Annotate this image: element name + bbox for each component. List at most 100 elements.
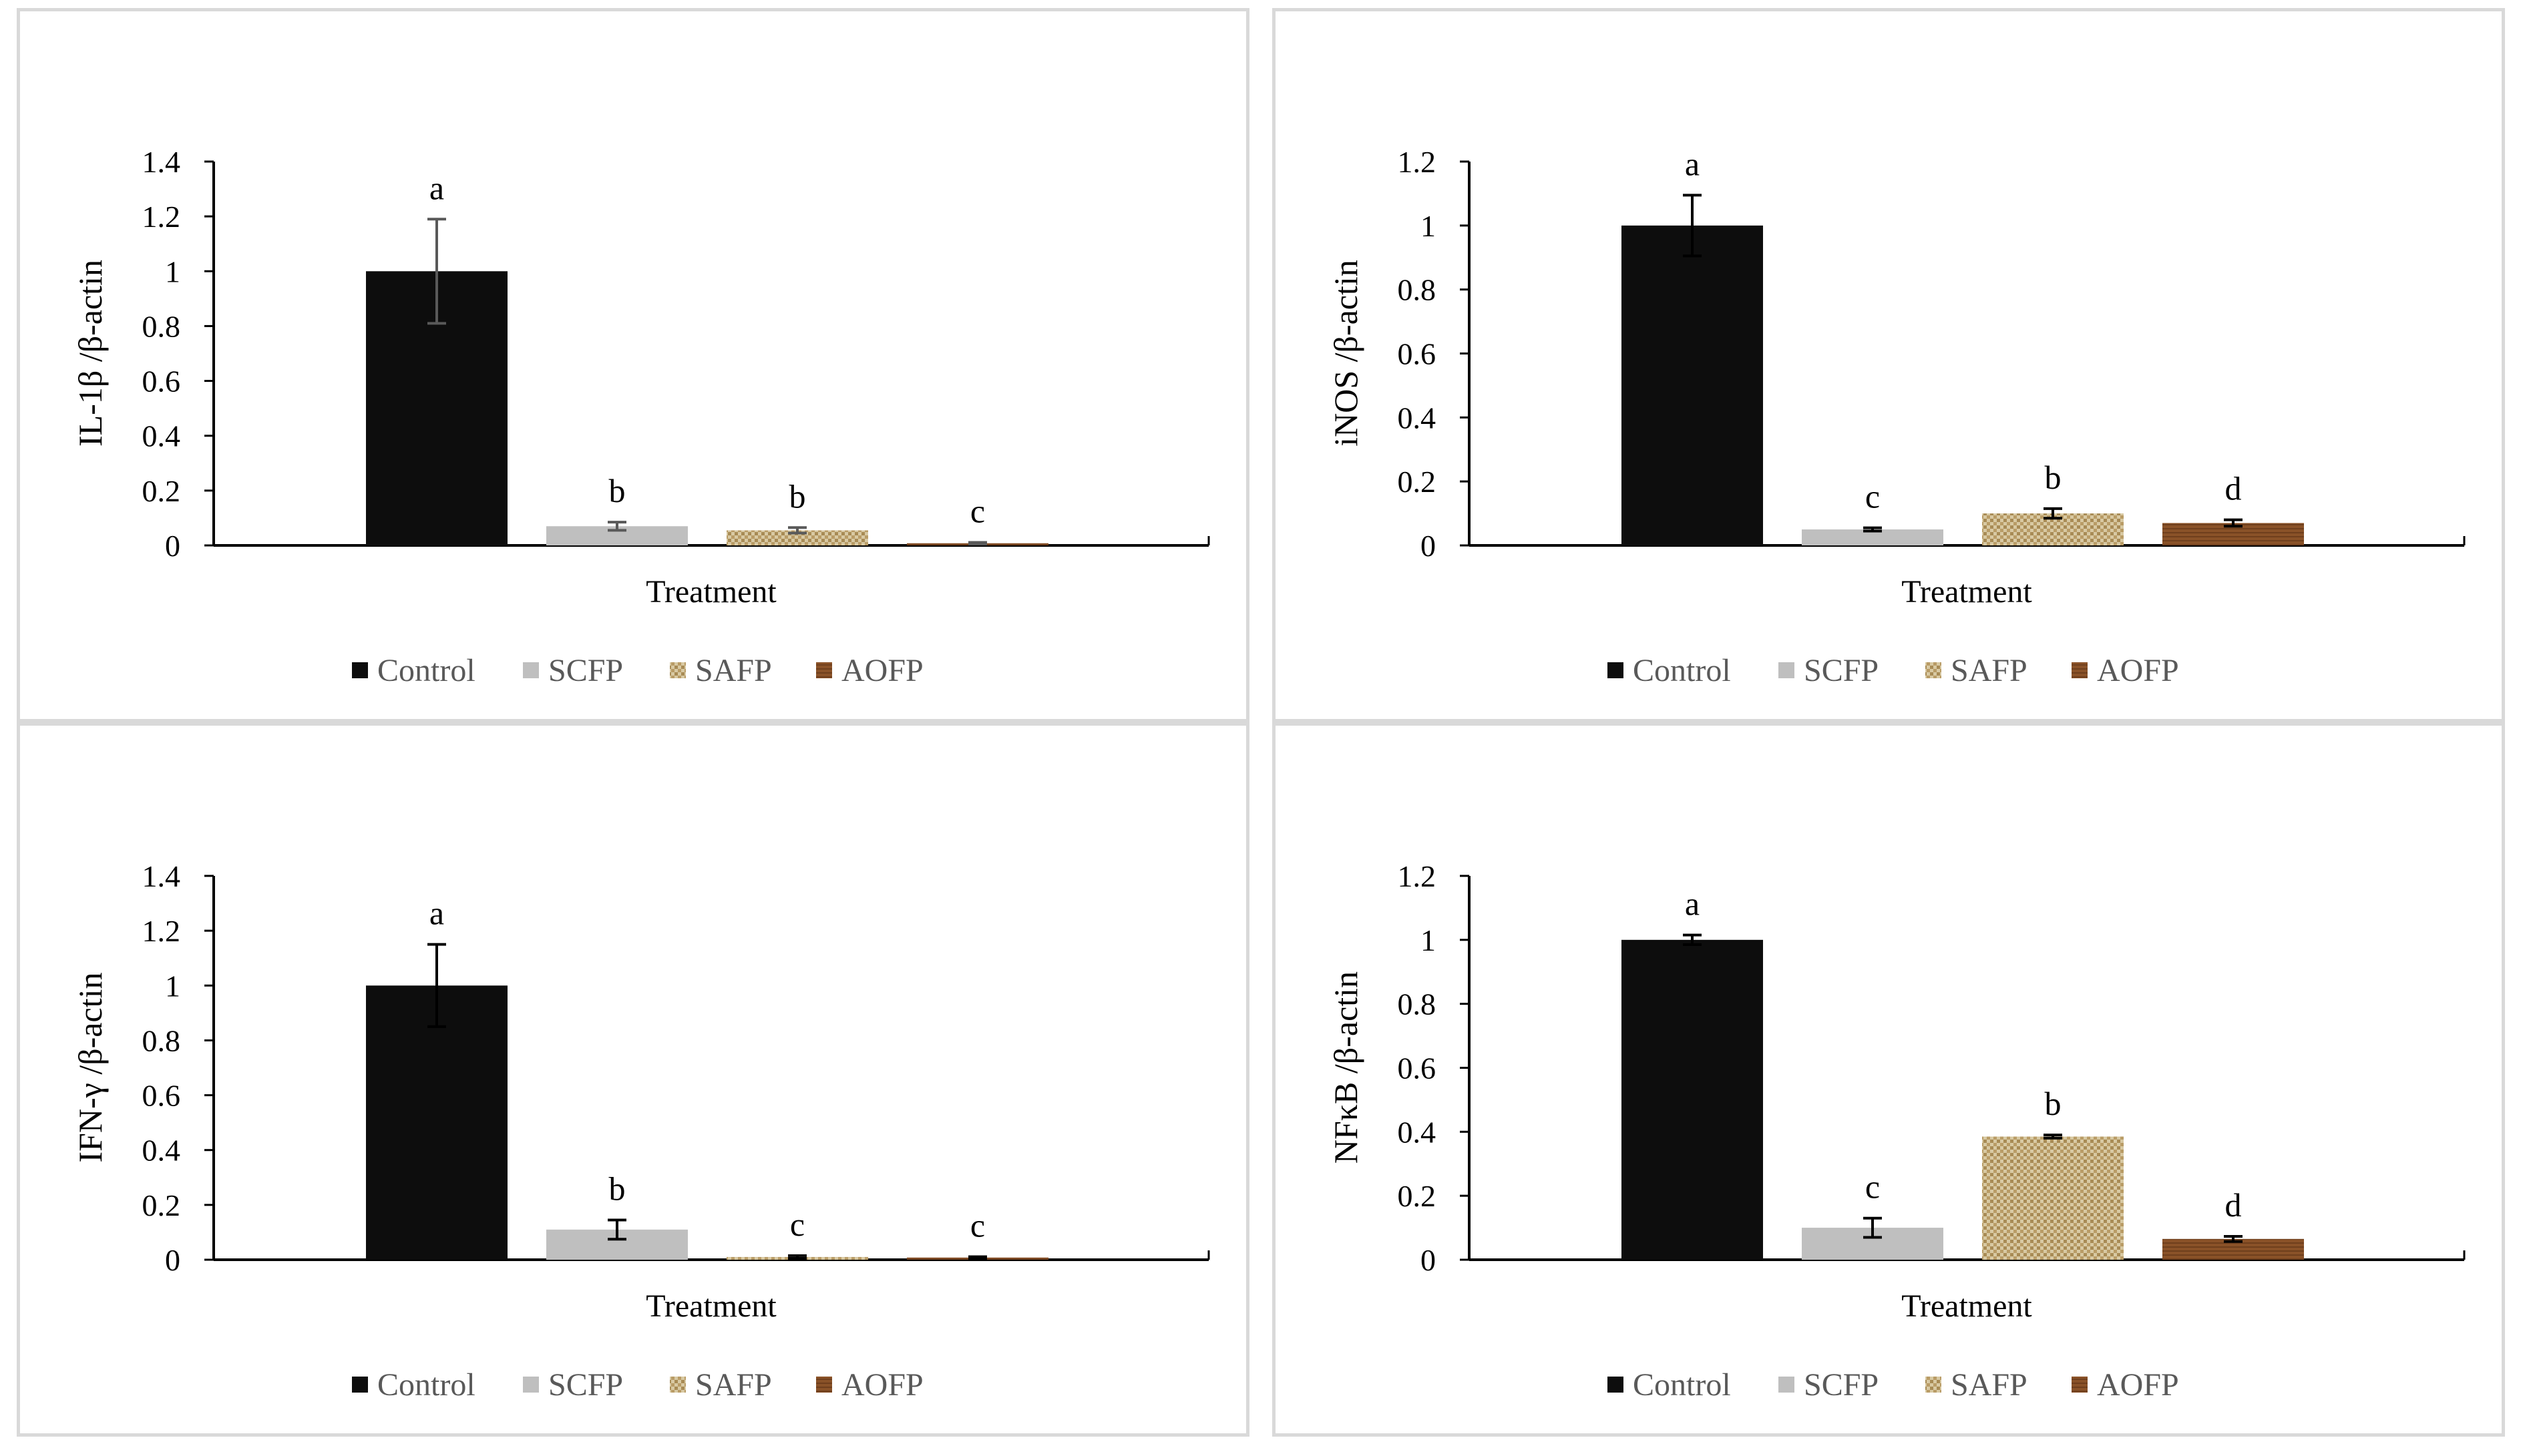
significance-label-safp: b [789,477,806,515]
chart-inos: 0 0.2 0.4 0.6 0.8 1 1.2 a c b d Treatment iNOS /β-ac… [1327,145,2466,688]
significance-label-control: a [429,169,444,206]
legend-swatch-safp [1925,662,1941,678]
legend-label-scfp: SCFP [548,1367,623,1403]
legend-label-aofp: AOFP [841,653,924,688]
legend-swatch-aofp [2072,1377,2088,1393]
y-axis-title: IFN-γ /β-actin [71,973,109,1163]
legend-label-scfp: SCFP [548,653,623,688]
chart-il1b: 0 0.2 0.4 0.6 0.8 1 1.2 1.4 a b b c Treatment IL-1β /… [71,145,1210,688]
y-axis-title: NFκB /β-actin [1327,971,1364,1164]
legend-swatch-scfp [523,1377,539,1393]
chart-nfkb: 0 0.2 0.4 0.6 0.8 1 1.2 a c b d Treatment NFκB /β-ac… [1327,859,2466,1403]
significance-label-safp: b [2045,1085,2062,1122]
legend-label-aofp: AOFP [2097,653,2179,688]
y-tick-label: 1.2 [1398,859,1436,893]
y-tick-label: 0.8 [142,309,181,343]
significance-label-scfp: b [609,1170,626,1207]
y-tick-label: 1.2 [142,200,181,234]
significance-label-scfp: c [1865,478,1880,515]
y-tick-label: 0 [165,1243,180,1277]
legend-swatch-scfp [523,662,539,678]
legend-label-scfp: SCFP [1804,653,1879,688]
legend-swatch-control [352,1377,368,1393]
chart-panel-ifng: 0 0.2 0.4 0.6 0.8 1 1.2 1.4 a b c c Treatment IFN-γ /… [17,722,1249,1437]
legend-swatch-control [352,662,368,678]
bar-control [1621,939,1763,1260]
legend-swatch-control [1607,662,1623,678]
legend-swatch-safp [670,1377,686,1393]
y-tick-label: 0 [1420,1243,1436,1277]
significance-label-scfp: c [1865,1168,1880,1206]
y-tick-label: 1.4 [142,859,181,893]
legend-swatch-aofp [816,1377,832,1393]
legend-label-safp: SAFP [695,653,772,688]
y-tick-label: 0.4 [142,1134,181,1168]
bar-control [1621,225,1763,545]
legend-swatch-scfp [1778,1377,1794,1393]
significance-label-aofp: d [2225,470,2242,507]
y-tick-label: 0.4 [1398,401,1436,435]
significance-label-aofp: c [970,1206,985,1244]
y-tick-label: 0.4 [142,419,181,453]
bar-safp [1982,1136,2124,1260]
significance-label-scfp: b [609,472,626,509]
y-tick-label: 1.2 [142,914,181,948]
y-tick-label: 1 [165,254,180,288]
y-tick-label: 1.4 [142,145,181,179]
legend-label-aofp: AOFP [841,1367,924,1403]
significance-label-control: a [1685,885,1700,923]
bar-scfp [1802,529,1943,545]
y-tick-label: 0.4 [1398,1115,1436,1149]
chart-panel-nfkb: 0 0.2 0.4 0.6 0.8 1 1.2 a c b d Treatment NFκB /β-ac… [1272,722,2505,1437]
chart-ifng: 0 0.2 0.4 0.6 0.8 1 1.2 1.4 a b c c Treatment IFN-γ /… [71,859,1210,1403]
significance-label-control: a [1685,145,1700,182]
legend-label-aofp: AOFP [2097,1367,2179,1403]
y-tick-label: 0 [165,529,180,563]
significance-label-safp: c [790,1206,805,1243]
y-tick-label: 1 [1420,923,1436,957]
x-axis-title: Treatment [1901,574,2032,610]
y-tick-label: 0.2 [1398,465,1436,499]
legend-label-control: Control [1633,1367,1731,1403]
legend-label-safp: SAFP [1951,653,2027,688]
y-tick-label: 0.8 [1398,987,1436,1021]
y-axis-title: IL-1β /β-actin [71,260,109,447]
y-axis-title: iNOS /β-actin [1327,260,1364,447]
legend-label-scfp: SCFP [1804,1367,1879,1403]
chart-panel-il1b: 0 0.2 0.4 0.6 0.8 1 1.2 1.4 a b b c Treatment IL-1β /… [17,8,1249,722]
bar-control [366,985,508,1260]
legend-label-control: Control [377,1367,475,1403]
chart-panel-inos: 0 0.2 0.4 0.6 0.8 1 1.2 a c b d Treatment iNOS /β-ac… [1272,8,2505,722]
legend-label-control: Control [1633,653,1731,688]
significance-label-aofp: c [970,492,985,529]
y-tick-label: 0.6 [1398,337,1436,371]
y-tick-label: 0.8 [1398,273,1436,307]
x-axis-title: Treatment [646,1288,777,1324]
legend-swatch-aofp [816,662,832,678]
y-tick-label: 0.6 [142,365,181,399]
legend-swatch-safp [1925,1377,1941,1393]
y-tick-label: 0.2 [142,474,181,508]
y-tick-label: 1 [1420,209,1436,243]
legend-swatch-scfp [1778,662,1794,678]
x-axis-title: Treatment [1901,1288,2032,1324]
legend-swatch-aofp [2072,662,2088,678]
y-tick-label: 1.2 [1398,145,1436,179]
legend-label-safp: SAFP [695,1367,772,1403]
y-tick-label: 0.6 [142,1079,181,1113]
x-axis-title: Treatment [646,574,777,610]
y-tick-label: 0.2 [142,1188,181,1222]
y-tick-label: 0.2 [1398,1179,1436,1213]
y-tick-label: 0.6 [1398,1051,1436,1085]
significance-label-safp: b [2045,459,2062,496]
bar-safp [727,530,868,545]
y-tick-label: 0.8 [142,1023,181,1057]
legend-swatch-control [1607,1377,1623,1393]
significance-label-control: a [429,895,444,932]
y-tick-label: 1 [165,969,180,1003]
significance-label-aofp: d [2225,1186,2242,1224]
legend-label-safp: SAFP [1951,1367,2027,1403]
y-tick-label: 0 [1420,529,1436,563]
legend-label-control: Control [377,653,475,688]
legend-swatch-safp [670,662,686,678]
